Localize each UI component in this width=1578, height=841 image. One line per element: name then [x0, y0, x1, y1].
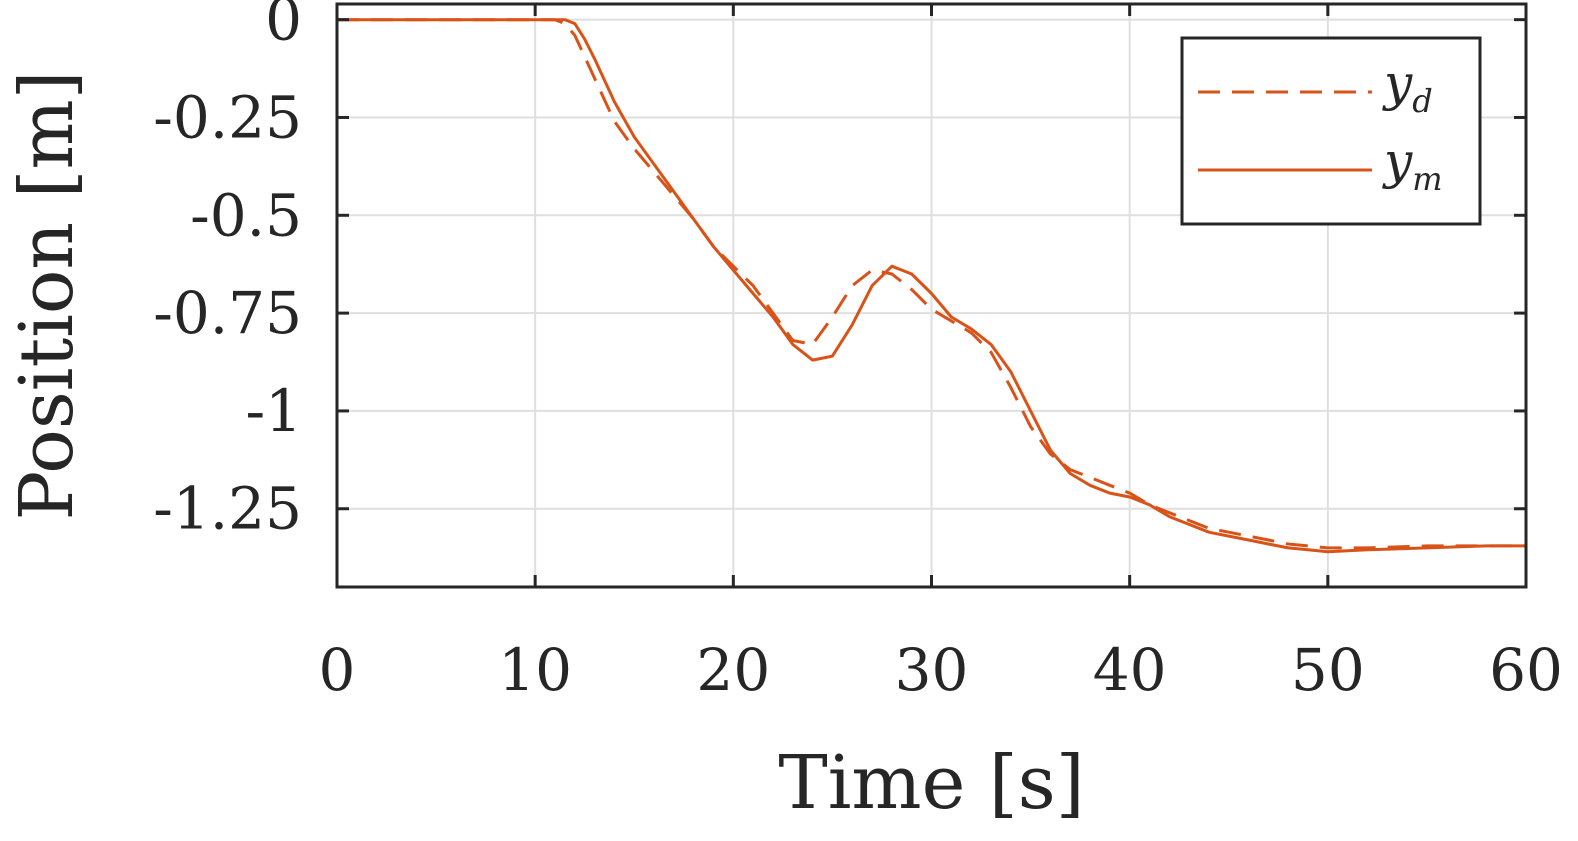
x-tick-label: 10: [498, 636, 572, 704]
y-tick-label: -0.5: [190, 181, 302, 249]
series-lines: [337, 18, 1526, 554]
x-tick-label: 40: [1093, 636, 1167, 704]
y-tick-label: -1.25: [153, 475, 302, 543]
y-axis-label: Position [m]: [4, 70, 90, 520]
x-tick-label: 30: [895, 636, 969, 704]
legend-label-ym-base: y: [1382, 132, 1413, 190]
y-tick-label: -0.75: [153, 279, 302, 347]
x-tick-labels: 0 10 20 30 40 50 60: [319, 636, 1563, 704]
series-line-ym: [337, 18, 1526, 554]
legend: yd ym: [1180, 36, 1482, 226]
x-axis-label: Time [s]: [778, 740, 1084, 826]
legend-label-yd: yd: [1382, 54, 1433, 120]
legend-box: [1180, 36, 1482, 226]
x-tick-label: 50: [1291, 636, 1365, 704]
y-tick-label: -0.25: [153, 83, 302, 151]
legend-label-ym: ym: [1382, 132, 1443, 198]
ticks: [335, 4, 1528, 587]
y-tick-label: -1: [246, 377, 303, 445]
legend-label-yd-base: y: [1382, 54, 1413, 112]
x-tick-label: 0: [319, 636, 356, 704]
x-tick-label: 60: [1489, 636, 1563, 704]
legend-label-yd-sub: d: [1412, 82, 1432, 120]
series-line-yd: [337, 18, 1526, 550]
legend-label-ym-sub: m: [1412, 160, 1442, 198]
x-tick-label: 20: [696, 636, 770, 704]
y-tick-label: 0: [265, 0, 302, 54]
y-tick-labels: 0 -0.25 -0.5 -0.75 -1 -1.25: [153, 0, 302, 543]
